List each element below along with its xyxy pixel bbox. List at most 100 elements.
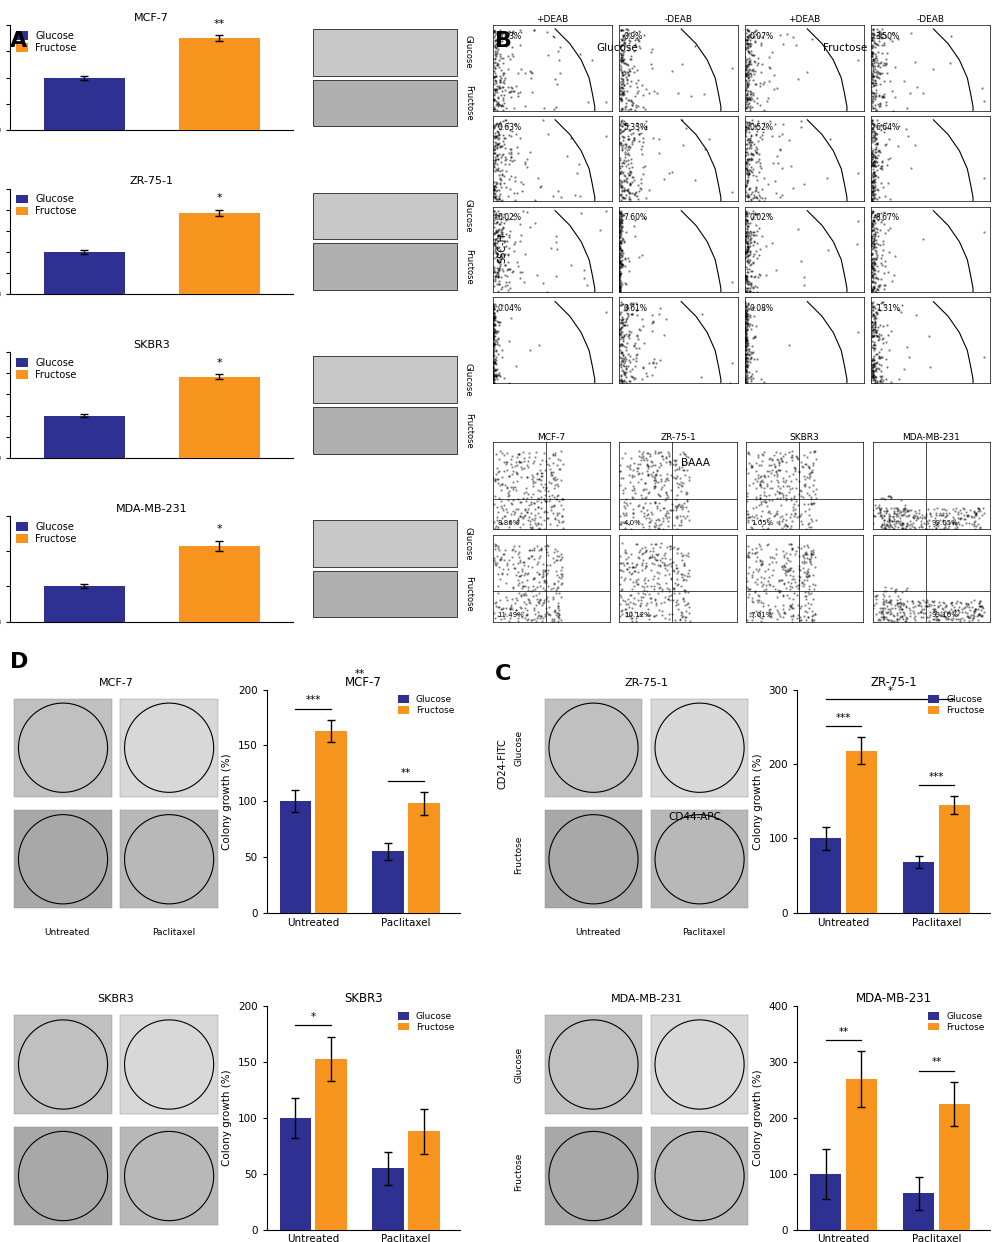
Point: [948, 513, 964, 533]
Point: [487, 294, 503, 314]
Point: [519, 564, 535, 584]
Point: [739, 578, 755, 597]
Point: [753, 611, 769, 631]
Point: [550, 486, 566, 505]
Point: [550, 606, 566, 626]
Point: [489, 359, 505, 379]
Point: [658, 452, 674, 472]
Point: [538, 539, 554, 559]
Point: [748, 204, 764, 224]
Point: [744, 261, 760, 281]
Point: [644, 554, 660, 574]
Point: [622, 183, 638, 202]
Point: [864, 216, 880, 236]
Point: [633, 604, 649, 623]
Point: [950, 508, 966, 528]
Point: [928, 606, 944, 626]
Point: [490, 220, 506, 240]
Point: [890, 594, 906, 614]
Point: [737, 241, 753, 261]
Point: [639, 455, 655, 474]
Point: [864, 171, 880, 191]
Point: [500, 252, 516, 272]
Point: [743, 84, 759, 104]
Point: [571, 154, 587, 174]
Point: [616, 81, 632, 101]
Point: [867, 360, 883, 380]
Point: [676, 555, 692, 575]
Point: [503, 127, 519, 147]
Point: [612, 263, 628, 283]
Point: [614, 604, 630, 623]
Point: [546, 573, 562, 592]
Bar: [120, 699, 218, 797]
Point: [874, 20, 890, 40]
Point: [653, 442, 669, 462]
Point: [863, 226, 879, 246]
Point: [681, 469, 697, 489]
Point: [660, 469, 676, 489]
Point: [487, 149, 503, 169]
Point: [486, 155, 502, 175]
Point: [656, 498, 672, 518]
Point: [499, 231, 515, 251]
Point: [637, 568, 653, 587]
Point: [496, 86, 512, 106]
Point: [651, 579, 667, 599]
Point: [614, 35, 630, 55]
Point: [875, 292, 891, 312]
Point: [778, 519, 794, 539]
Point: [513, 457, 529, 477]
Point: [737, 333, 753, 353]
Point: [776, 575, 792, 595]
Point: [627, 602, 643, 622]
Point: [889, 610, 905, 630]
Point: [513, 585, 529, 605]
Point: [513, 503, 529, 523]
Point: [761, 204, 777, 224]
Point: [535, 477, 551, 497]
Point: [631, 124, 647, 144]
Point: [739, 216, 755, 236]
Point: [790, 595, 806, 615]
Point: [490, 606, 506, 626]
Point: [507, 540, 523, 560]
Point: [892, 514, 908, 534]
Point: [651, 514, 667, 534]
Point: [615, 561, 631, 581]
Point: [870, 94, 886, 114]
Point: [967, 512, 983, 532]
Point: [520, 548, 536, 568]
Point: [624, 304, 640, 324]
Point: [739, 26, 755, 46]
Point: [863, 207, 879, 227]
Point: [872, 371, 888, 391]
Ellipse shape: [125, 815, 214, 904]
Point: [549, 489, 565, 509]
Point: [497, 148, 513, 168]
Point: [802, 553, 818, 573]
Point: [493, 68, 509, 88]
Point: [757, 560, 773, 580]
Point: [785, 179, 801, 199]
Point: [487, 334, 503, 354]
Point: [738, 323, 754, 343]
Point: [615, 345, 631, 365]
Point: [795, 576, 811, 596]
Point: [493, 600, 509, 620]
Point: [653, 469, 669, 489]
Point: [891, 299, 907, 319]
Point: [497, 277, 513, 297]
Point: [864, 337, 880, 356]
Point: [792, 599, 808, 619]
Point: [496, 550, 512, 570]
Point: [749, 575, 765, 595]
Point: [738, 303, 754, 323]
Point: [612, 214, 628, 233]
Point: [894, 513, 910, 533]
Point: [802, 551, 818, 571]
Point: [748, 497, 764, 517]
Point: [486, 84, 502, 104]
Point: [611, 281, 627, 301]
Point: [803, 554, 819, 574]
